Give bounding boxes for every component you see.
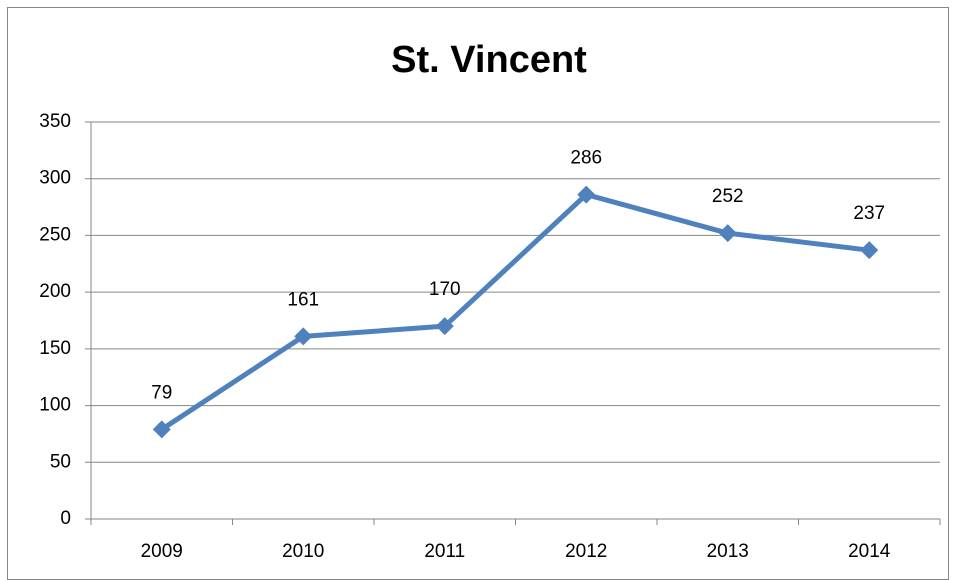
- x-tick-label: 2014: [848, 541, 891, 562]
- y-tick-label: 0: [60, 508, 71, 529]
- data-label: 286: [570, 148, 602, 169]
- marker: [294, 327, 313, 346]
- marker: [577, 185, 596, 204]
- x-tick-label: 2009: [141, 541, 183, 562]
- x-tick-label: 2011: [424, 541, 465, 562]
- y-tick-label: 200: [39, 281, 71, 302]
- chart-title: St. Vincent: [391, 39, 587, 81]
- data-label: 252: [712, 186, 744, 207]
- y-tick-label: 100: [39, 395, 71, 416]
- y-tick-label: 250: [39, 224, 71, 245]
- x-tick-label: 2012: [565, 541, 607, 562]
- data-label: 161: [287, 289, 319, 310]
- marker: [860, 241, 879, 260]
- y-tick-label: 350: [39, 111, 71, 132]
- y-tick-label: 150: [39, 338, 71, 359]
- y-tick-label: 50: [50, 451, 71, 472]
- data-label: 237: [853, 203, 885, 224]
- data-label: 170: [429, 279, 461, 300]
- data-label: 79: [151, 382, 172, 403]
- marker: [435, 317, 454, 336]
- marker: [718, 224, 737, 243]
- line: [160, 192, 870, 432]
- x-tick-label: 2013: [707, 541, 749, 562]
- x-tick-label: 2010: [282, 541, 324, 562]
- y-tick-label: 300: [39, 168, 71, 189]
- marker: [152, 420, 171, 439]
